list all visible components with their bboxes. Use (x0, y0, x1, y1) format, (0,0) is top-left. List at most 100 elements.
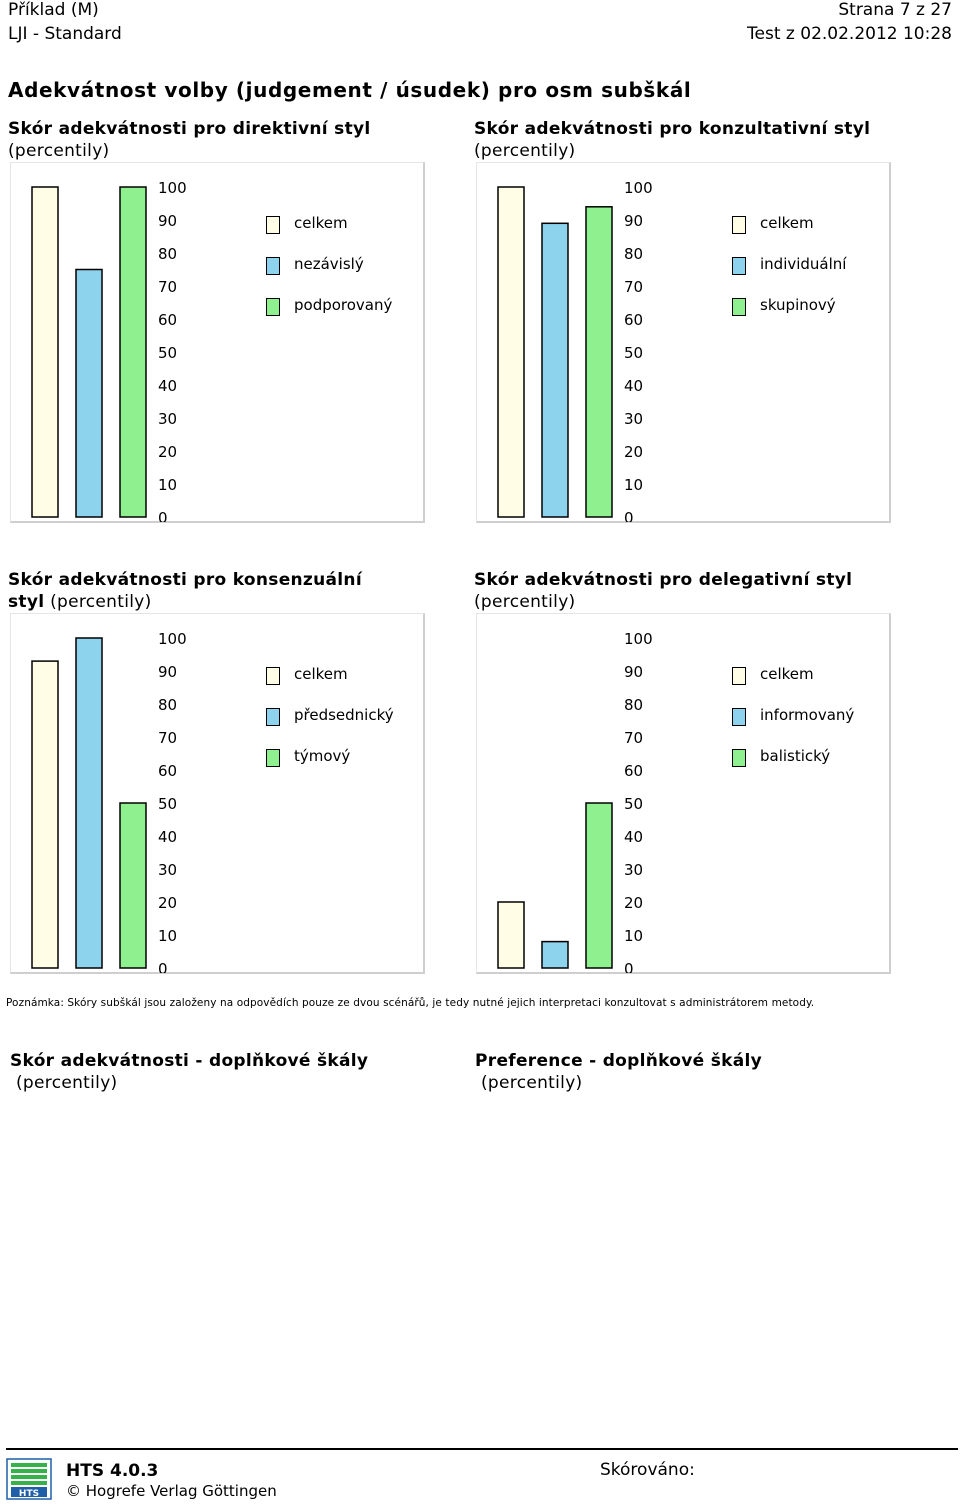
y-tick-label: 70 (624, 278, 643, 296)
legend-label: týmový (294, 747, 351, 765)
hts-logo-text: HTS (19, 1489, 39, 1499)
y-tick-label: 50 (158, 344, 177, 362)
software-version: HTS 4.0.3 (66, 1461, 159, 1481)
chart-svg: 0 10 20 30 40 50 60 70 80 90 100 (497, 630, 653, 973)
chart-directive: 0 10 20 30 40 50 60 70 80 90 100 celkem nezávislý po… (10, 150, 428, 523)
y-tick-label: 50 (624, 795, 643, 813)
y-tick-label: 40 (624, 828, 643, 846)
legend-swatch (266, 749, 280, 767)
legend-label: předsednický (294, 706, 394, 724)
y-tick-label: 60 (158, 762, 177, 780)
y-tick-label: 90 (158, 212, 177, 230)
bar-third (119, 186, 147, 518)
chart-consensual: 0 10 20 30 40 50 60 70 80 90 100 celkem předsednick… (10, 601, 428, 974)
legend-swatch (732, 298, 746, 316)
legend-label: celkem (760, 665, 814, 683)
y-tick-label: 80 (158, 245, 177, 263)
section-title-delegative-unit: (percentily) (474, 592, 576, 612)
bar-celkem (497, 901, 525, 969)
bar-second (541, 940, 569, 969)
section-title-consensual: Skór adekvátnosti pro konsenzuální styl … (8, 569, 362, 613)
y-tick-label: 20 (624, 443, 643, 461)
legend-label: podporovaný (294, 296, 393, 314)
bar-second (541, 222, 569, 518)
y-tick-label: 90 (624, 663, 643, 681)
y-tick-label: 100 (158, 630, 187, 648)
section-title-directive: Skór adekvátnosti pro direktivní styl (p… (8, 118, 371, 162)
section-title-consensual-bold-2: styl (8, 592, 45, 612)
bar-second (75, 268, 103, 518)
y-tick-label: 100 (624, 630, 653, 648)
bar-second (75, 637, 103, 969)
legend-swatch (266, 216, 280, 234)
supplementary-preference-unit: (percentily) (481, 1073, 583, 1093)
footer-divider (6, 1448, 958, 1450)
y-tick-label: 80 (624, 245, 643, 263)
bar-celkem (31, 186, 59, 518)
legend-label: celkem (294, 665, 348, 683)
supplementary-preference-title-bold: Preference - doplňkové škály (475, 1051, 763, 1071)
legend-label: informovaný (760, 706, 855, 724)
y-tick-label: 10 (158, 927, 177, 945)
section-title-consensual-bold: Skór adekvátnosti pro konsenzuální (8, 570, 362, 590)
y-tick-label: 0 (624, 960, 634, 973)
legend-label: celkem (760, 214, 814, 232)
section-title-consensual-unit: (percentily) (50, 592, 152, 612)
y-tick-label: 0 (158, 960, 168, 973)
bar-celkem (497, 186, 525, 518)
legend-swatch (266, 257, 280, 275)
report-subject: Příklad (M) (8, 0, 99, 20)
y-tick-label: 60 (624, 762, 643, 780)
chart-frame (10, 162, 425, 523)
supplementary-preference-title: Preference - doplňkové škály (percentily… (475, 1050, 762, 1094)
chart-consultative: 0 10 20 30 40 50 60 70 80 90 100 celkem individuáln… (476, 150, 894, 523)
chart-frame (10, 613, 425, 974)
y-tick-label: 30 (624, 410, 643, 428)
y-tick-label: 70 (624, 729, 643, 747)
y-tick-label: 10 (158, 476, 177, 494)
section-title-delegative-bold: Skór adekvátnosti pro delegativní styl (474, 570, 853, 590)
y-tick-label: 100 (158, 179, 187, 197)
y-tick-label: 40 (158, 828, 177, 846)
supplementary-adequacy-title-bold: Skór adekvátnosti - doplňkové škály (10, 1051, 369, 1071)
y-tick-label: 30 (158, 861, 177, 879)
section-title-consultative: Skór adekvátnosti pro konzultativní styl… (474, 118, 870, 162)
legend-label: individuální (760, 255, 847, 273)
y-tick-label: 40 (158, 377, 177, 395)
report-standard: LJI - Standard (8, 24, 122, 44)
scored-by-label: Skórováno: (600, 1460, 695, 1480)
page-title: Adekvátnost volby (judgement / úsudek) p… (8, 78, 692, 102)
bar-third (119, 802, 147, 969)
y-tick-label: 70 (158, 278, 177, 296)
legend-swatch (266, 708, 280, 726)
section-title-delegative: Skór adekvátnosti pro delegativní styl (… (474, 569, 852, 613)
y-tick-label: 0 (158, 509, 168, 522)
y-tick-label: 100 (624, 179, 653, 197)
y-tick-label: 50 (624, 344, 643, 362)
footnote: Poznámka: Skóry subškál jsou založeny na… (6, 997, 815, 1009)
y-tick-label: 0 (624, 509, 634, 522)
legend-label: balistický (760, 747, 831, 765)
section-title-directive-unit: (percentily) (8, 141, 110, 161)
legend-swatch (732, 216, 746, 234)
section-title-directive-bold: Skór adekvátnosti pro direktivní styl (8, 119, 371, 139)
y-tick-label: 10 (624, 927, 643, 945)
legend-swatch (266, 298, 280, 316)
y-tick-label: 10 (624, 476, 643, 494)
y-tick-label: 40 (624, 377, 643, 395)
chart-svg: 0 10 20 30 40 50 60 70 80 90 100 (31, 630, 187, 973)
supplementary-adequacy-title: Skór adekvátnosti - doplňkové škály (per… (10, 1050, 368, 1094)
y-tick-label: 30 (158, 410, 177, 428)
y-tick-label: 70 (158, 729, 177, 747)
y-tick-label: 20 (624, 894, 643, 912)
y-tick-label: 90 (624, 212, 643, 230)
bar-third (585, 802, 613, 969)
legend-label: skupinový (760, 296, 836, 314)
bar-third (585, 206, 613, 518)
y-tick-label: 20 (158, 443, 177, 461)
section-title-consultative-unit: (percentily) (474, 141, 576, 161)
copyright: © Hogrefe Verlag Göttingen (66, 1482, 277, 1500)
chart-svg: 0 10 20 30 40 50 60 70 80 90 100 (31, 179, 187, 522)
y-tick-label: 80 (624, 696, 643, 714)
chart-svg: 0 10 20 30 40 50 60 70 80 90 100 (497, 179, 653, 522)
